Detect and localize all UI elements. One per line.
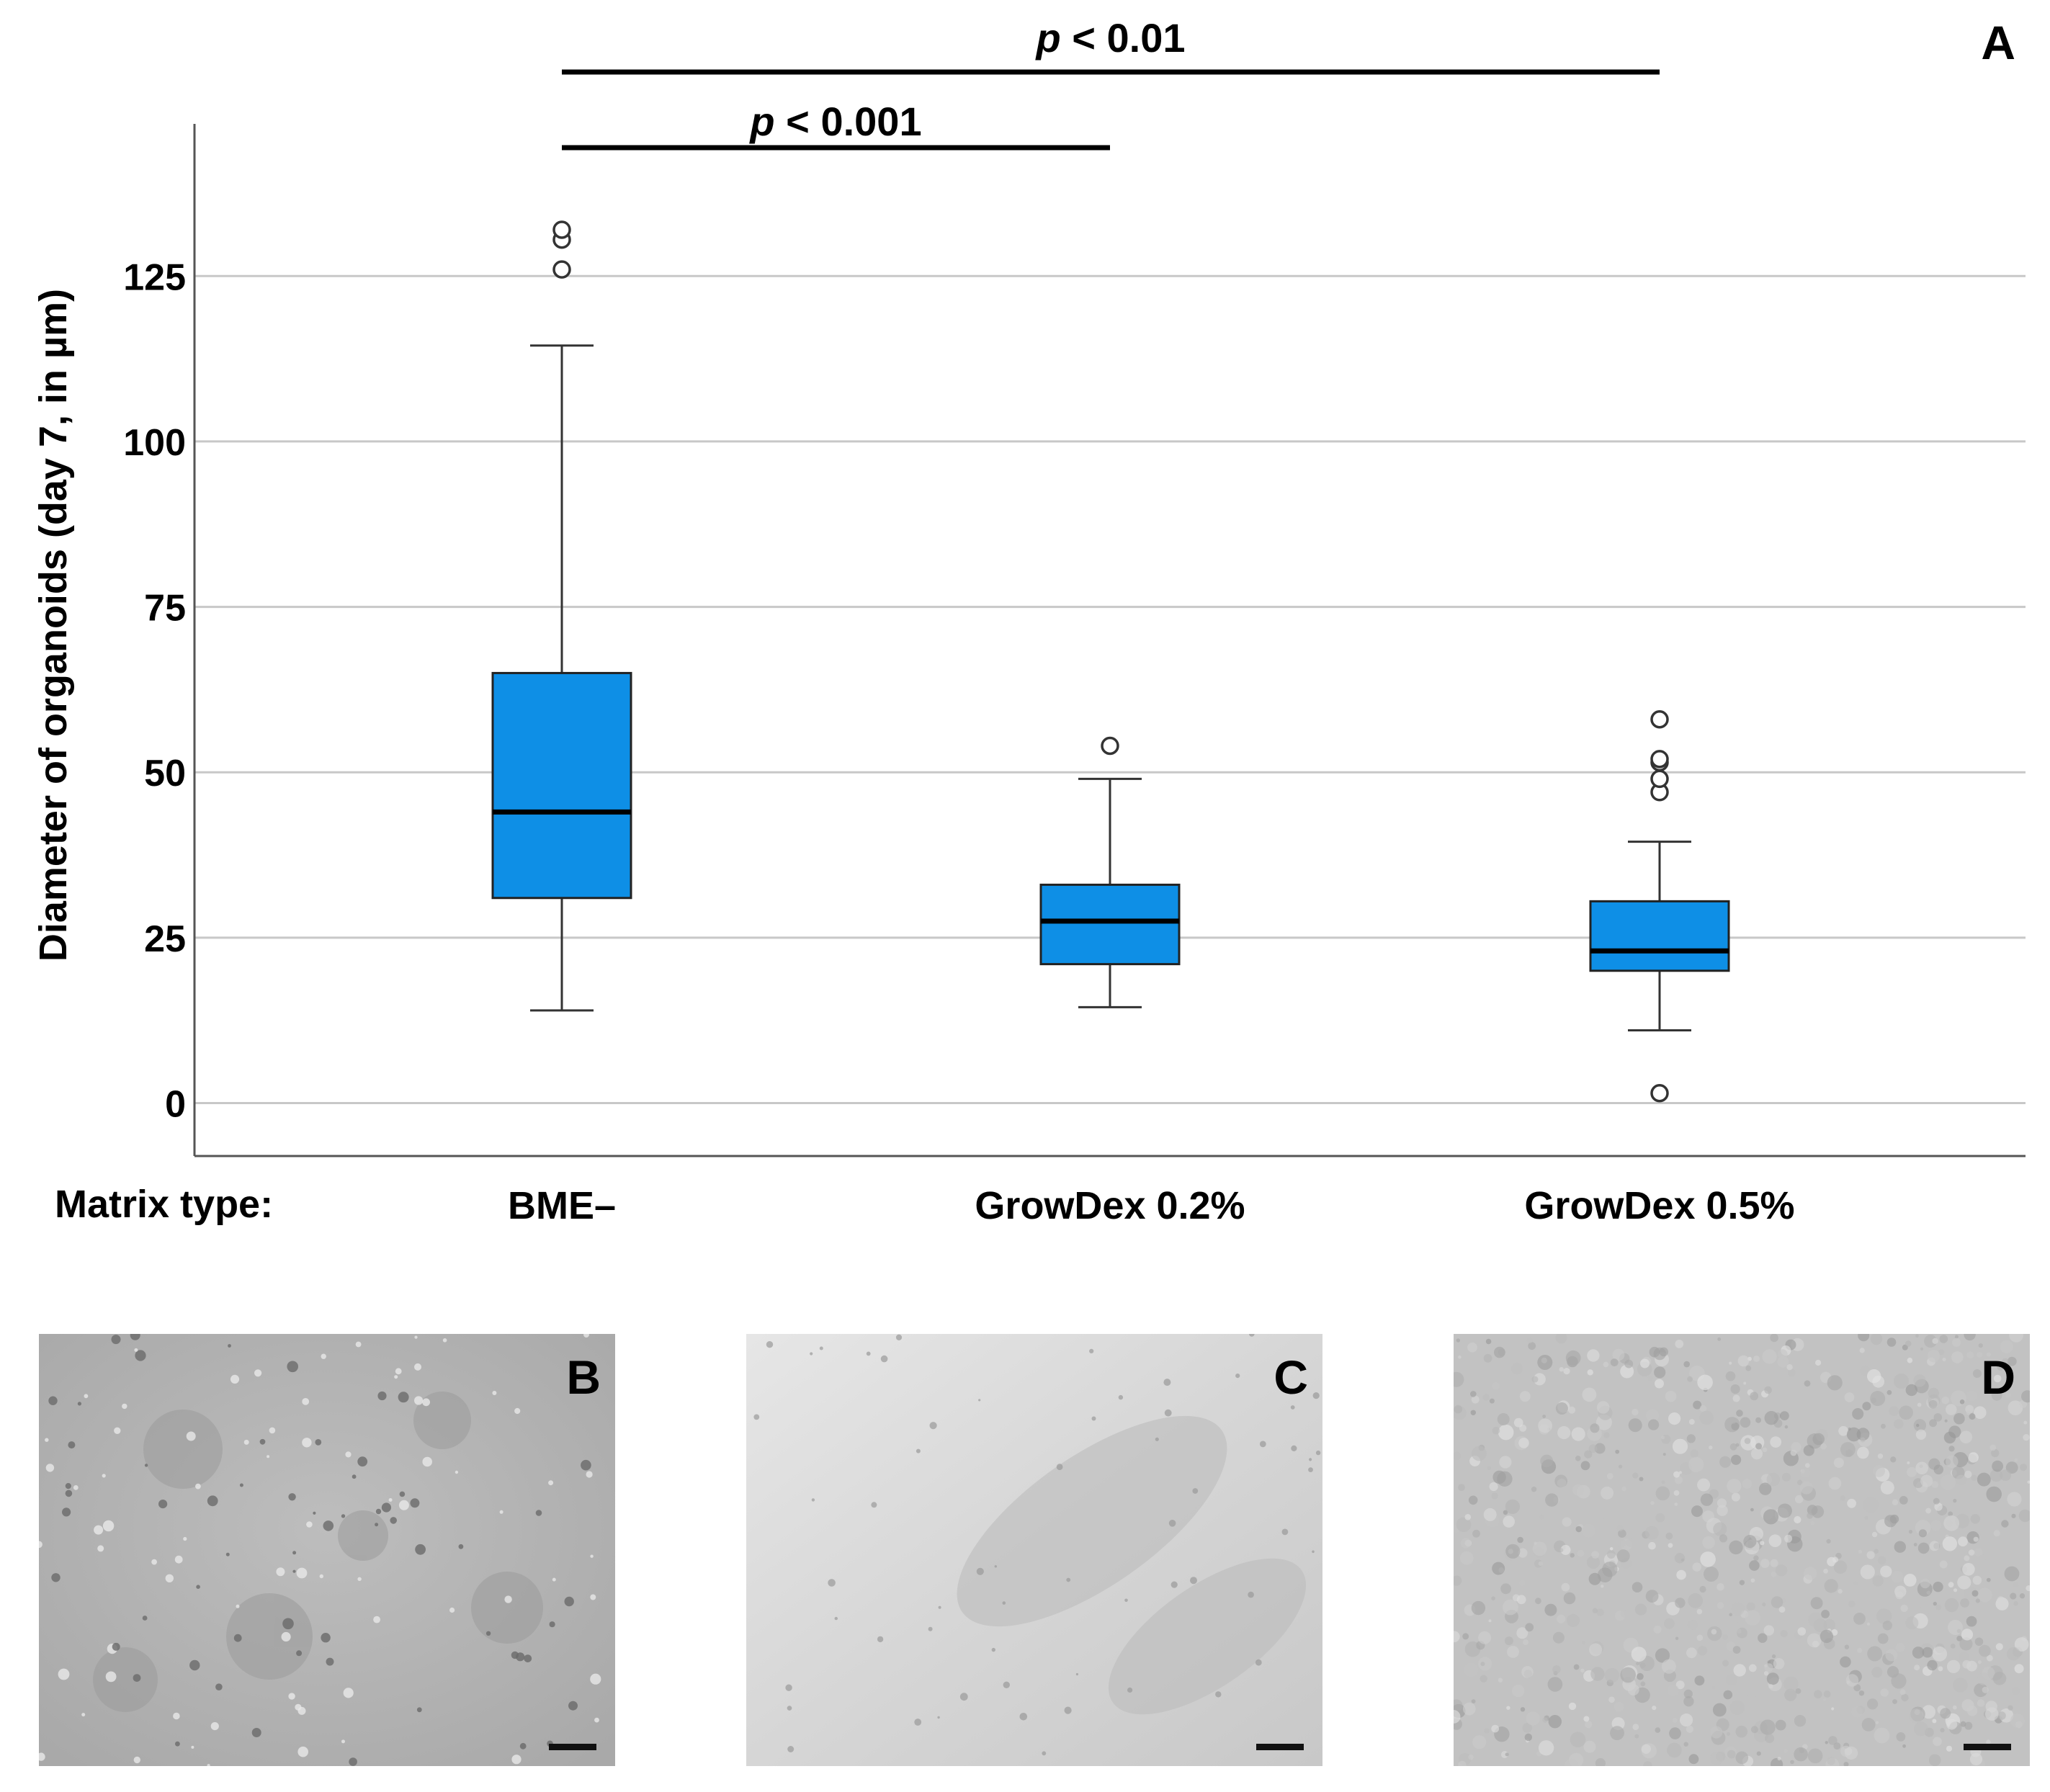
box-2 — [1039, 736, 1181, 1008]
outlier-point — [1650, 769, 1669, 789]
category-label: GrowDex 0.2% — [975, 1184, 1245, 1227]
iqr-box — [1589, 900, 1730, 972]
category-label: GrowDex 0.5% — [1524, 1184, 1794, 1227]
significance-brackets: p < 0.001 p < 0.01 — [562, 15, 1660, 151]
outlier-point — [552, 220, 571, 239]
boxes — [491, 220, 1730, 1103]
outlier-point — [552, 260, 571, 279]
micrograph-b: B — [39, 1334, 615, 1766]
y-tick-label: 100 — [123, 422, 186, 464]
y-tick-label: 0 — [165, 1084, 186, 1126]
scale-bar — [1256, 1744, 1304, 1750]
box-3 — [1589, 709, 1730, 1103]
scale-bar — [1964, 1744, 2011, 1750]
scale-bar — [549, 1744, 596, 1750]
y-tick-label: 75 — [144, 588, 186, 630]
y-axis-label: Diameter of organoids (day 7, in µm) — [32, 289, 75, 962]
y-tick-label: 125 — [123, 256, 186, 298]
iqr-box — [1039, 883, 1181, 966]
y-tick-label: 25 — [144, 918, 186, 960]
iqr-box — [491, 671, 632, 900]
panel-label-c: C — [1274, 1350, 1308, 1404]
y-tick-labels: 0 25 50 75 100 125 — [123, 256, 186, 1125]
panel-label-b: B — [566, 1350, 601, 1404]
category-labels: BME– GrowDex 0.2% GrowDex 0.5% — [508, 1184, 1795, 1227]
panel-label-a: A — [1981, 16, 2015, 69]
x-axis-prefix-label: Matrix type: — [55, 1183, 273, 1226]
y-tick-label: 50 — [144, 753, 186, 794]
category-label: BME– — [508, 1184, 616, 1227]
axes — [193, 124, 2026, 1157]
outlier-point — [1650, 750, 1669, 769]
box-1 — [491, 220, 632, 1012]
significance-label: p < 0.001 — [748, 99, 921, 144]
outlier-point — [1650, 709, 1669, 729]
significance-label: p < 0.01 — [1034, 15, 1185, 61]
micrograph-c: C — [746, 1334, 1322, 1766]
micrograph-d: D — [1454, 1334, 2030, 1766]
outlier-point — [1101, 736, 1119, 756]
panel-label-d: D — [1981, 1350, 2015, 1404]
outlier-point — [1650, 1083, 1669, 1103]
